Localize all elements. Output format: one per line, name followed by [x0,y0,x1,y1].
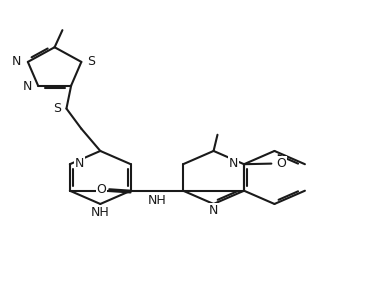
Text: NH: NH [147,194,166,207]
Text: NH: NH [91,206,110,219]
Text: N: N [209,204,218,217]
Text: O: O [96,183,106,196]
Text: N: N [75,157,84,170]
Text: S: S [87,54,96,67]
Text: S: S [53,102,61,115]
Text: O: O [276,157,286,170]
Text: N: N [12,54,22,67]
Text: N: N [229,157,238,170]
Text: N: N [22,80,32,93]
